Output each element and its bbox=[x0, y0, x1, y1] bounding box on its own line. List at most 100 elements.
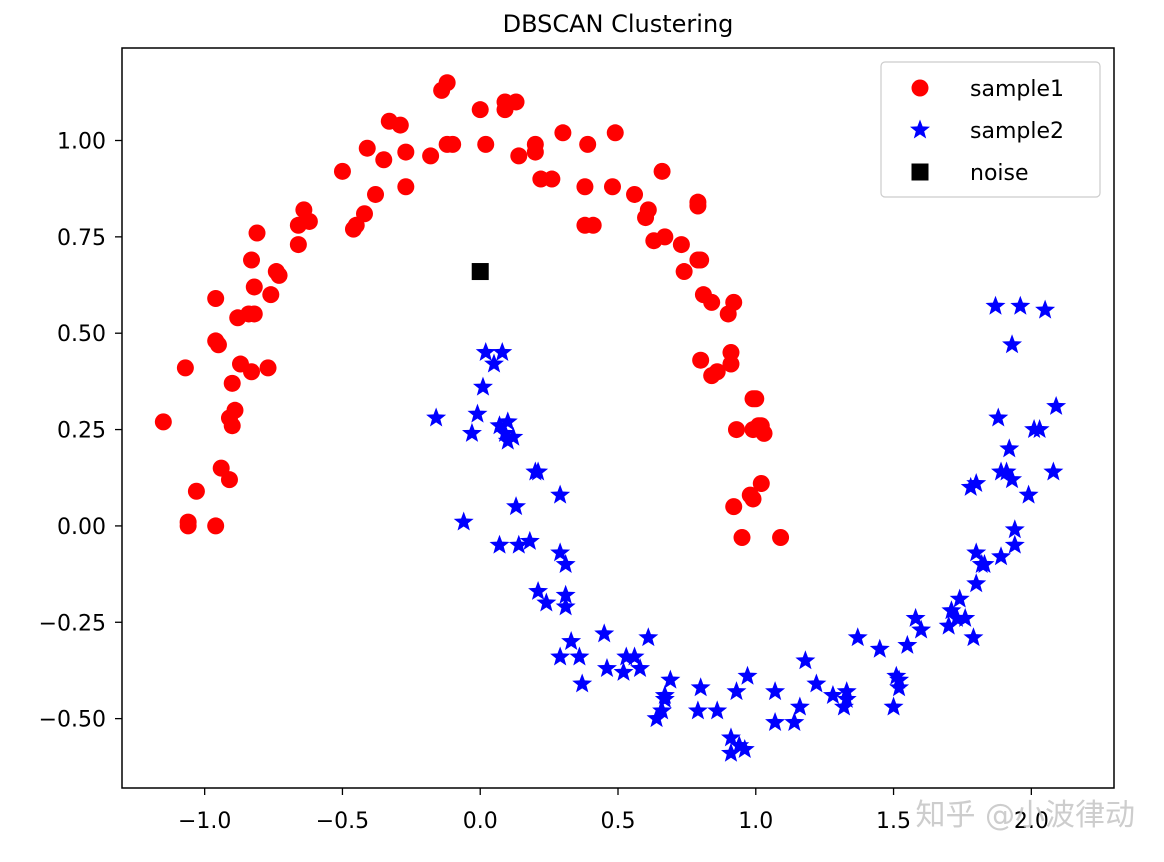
sample1-point bbox=[358, 139, 376, 157]
y-tick-label: 0.25 bbox=[57, 419, 106, 444]
sample2-point bbox=[1018, 484, 1039, 504]
y-tick-label: −0.25 bbox=[39, 611, 106, 636]
sample1-point bbox=[207, 290, 225, 308]
sample1-point bbox=[444, 135, 462, 153]
sample2-point bbox=[886, 665, 907, 685]
sample1-point bbox=[243, 251, 261, 269]
sample2-point bbox=[508, 534, 529, 554]
sample1-point bbox=[584, 216, 602, 234]
watermark-text: 知乎 @小波律动 bbox=[915, 798, 1135, 833]
sample2-point bbox=[726, 681, 747, 701]
sample2-point bbox=[949, 588, 970, 608]
sample2-point bbox=[528, 461, 549, 481]
sample2-point bbox=[765, 681, 786, 701]
axis-ticks: −1.0 −0.5 0.0 0.5 1.0 1.5 2.0 −0.50 −0.25 0.00 0.2… bbox=[39, 130, 1049, 835]
sample1-point bbox=[300, 212, 318, 230]
sample1-point bbox=[223, 374, 241, 392]
sample1-point bbox=[692, 251, 710, 269]
sample1-point bbox=[507, 93, 525, 111]
sample2-point bbox=[784, 711, 805, 731]
sample2-point bbox=[1046, 395, 1067, 415]
sample2-point bbox=[991, 546, 1012, 566]
sample1-point bbox=[176, 359, 194, 377]
x-tick-label: 0.0 bbox=[463, 809, 498, 834]
sample2-point bbox=[660, 669, 681, 689]
sample1-point bbox=[333, 162, 351, 180]
sample1-point bbox=[510, 147, 528, 165]
sample1-point bbox=[526, 135, 544, 153]
sample1-point bbox=[397, 143, 415, 161]
sample2-point bbox=[974, 553, 995, 573]
sample1-point bbox=[603, 178, 621, 196]
sample1-point bbox=[606, 124, 624, 142]
sample2-point bbox=[988, 407, 1009, 427]
sample2-point bbox=[847, 627, 868, 647]
sample2-point bbox=[569, 646, 590, 666]
legend-label-sample1: sample1 bbox=[970, 77, 1064, 102]
sample1-point bbox=[220, 471, 238, 489]
sample2-point bbox=[1035, 299, 1056, 319]
x-tick-label: 0.5 bbox=[601, 809, 636, 834]
sample2-point bbox=[833, 696, 854, 716]
sample1-point bbox=[262, 286, 280, 304]
sample2-point bbox=[613, 661, 634, 681]
sample2-point bbox=[654, 685, 675, 704]
sample2-point bbox=[905, 607, 926, 627]
sample2-point bbox=[737, 665, 758, 685]
sample2-point bbox=[985, 295, 1006, 315]
sample1-point bbox=[209, 336, 227, 354]
sample2-point bbox=[1002, 334, 1023, 354]
sample1-point bbox=[245, 305, 263, 323]
sample2-point bbox=[966, 542, 987, 562]
sample2-point bbox=[897, 634, 918, 654]
sample1-point bbox=[187, 482, 205, 500]
x-tick-label: −0.5 bbox=[316, 809, 369, 834]
x-tick-label: 1.5 bbox=[876, 809, 911, 834]
sample2-point bbox=[963, 627, 984, 647]
sample2-point bbox=[822, 685, 843, 704]
sample1-point bbox=[692, 351, 710, 369]
sample2-point bbox=[836, 688, 857, 708]
sample2-point bbox=[572, 673, 593, 693]
sample2-point bbox=[734, 738, 755, 758]
sample2-point bbox=[461, 422, 482, 442]
sample2-point bbox=[550, 542, 571, 562]
sample2-point bbox=[720, 727, 741, 747]
sample1-point bbox=[243, 363, 261, 381]
sample2-point bbox=[536, 592, 557, 612]
sample1-point bbox=[727, 421, 745, 439]
sample1-point bbox=[367, 185, 385, 203]
sample2-point bbox=[555, 596, 576, 616]
sample2-point bbox=[966, 573, 987, 593]
sample2-point bbox=[492, 341, 513, 361]
sample2-point bbox=[616, 646, 637, 666]
sample1-point bbox=[653, 162, 671, 180]
sample2-point bbox=[789, 696, 810, 716]
sample2-point bbox=[765, 711, 786, 731]
sample1-point bbox=[223, 417, 241, 435]
sample2-point bbox=[594, 623, 615, 643]
sample2-point bbox=[720, 742, 741, 762]
x-tick-label: 2.0 bbox=[1014, 809, 1049, 834]
sample2-point bbox=[519, 530, 540, 550]
sample2-point bbox=[638, 627, 659, 647]
sample2-point bbox=[561, 631, 582, 651]
sample2-point bbox=[484, 353, 504, 373]
sample1-point bbox=[375, 151, 393, 169]
sample1-point bbox=[259, 359, 277, 377]
sample2-point bbox=[489, 534, 510, 554]
y-tick-label: 0.75 bbox=[57, 226, 106, 251]
sample2-point bbox=[624, 646, 645, 666]
sample1-point bbox=[733, 528, 751, 546]
chart-title: DBSCAN Clustering bbox=[503, 10, 734, 38]
sample1-point bbox=[179, 517, 197, 535]
sample2-point bbox=[941, 600, 962, 620]
sample1-point bbox=[477, 135, 495, 153]
sample1-point bbox=[675, 263, 693, 281]
legend-label-noise: noise bbox=[970, 161, 1029, 186]
sample2-point bbox=[1004, 519, 1025, 539]
sample2-point bbox=[966, 473, 987, 493]
sample2-point bbox=[729, 735, 750, 755]
sample1-point bbox=[752, 475, 770, 493]
sample2-point bbox=[1043, 461, 1064, 481]
